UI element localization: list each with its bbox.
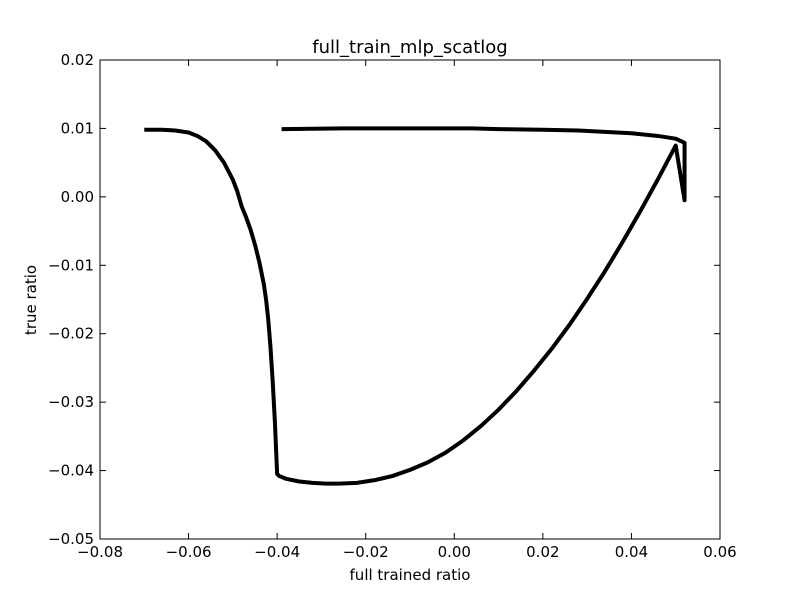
y-tick-label: −0.05 — [48, 530, 94, 548]
x-tick-label: −0.08 — [77, 543, 123, 561]
x-tick-label: 0.02 — [526, 543, 559, 561]
y-tick-label: −0.02 — [48, 325, 94, 343]
y-tick-label: 0.02 — [61, 51, 94, 69]
ticks-layer: −0.08 −0.06 −0.04 −0.02 0.00 0.02 0.04 0.06 0.02… — [48, 51, 737, 561]
y-tick-label: 0.00 — [61, 188, 94, 206]
chart-title: full_train_mlp_scatlog — [312, 37, 507, 58]
x-tick-label: 0.06 — [703, 543, 736, 561]
data-layer — [144, 126, 687, 486]
x-tick-label: 0.04 — [615, 543, 648, 561]
x-tick-label: −0.06 — [166, 543, 212, 561]
y-tick-label: −0.01 — [48, 256, 94, 274]
x-tick-label: −0.04 — [254, 543, 300, 561]
y-tick-label: −0.04 — [48, 462, 94, 480]
y-tick-label: −0.03 — [48, 393, 94, 411]
x-tick-label: −0.02 — [343, 543, 389, 561]
series-line — [144, 126, 687, 486]
y-axis-label: true ratio — [22, 265, 40, 335]
y-tick-label: 0.01 — [61, 119, 94, 137]
x-axis-label: full trained ratio — [350, 566, 471, 584]
x-tick-label: 0.00 — [438, 543, 471, 561]
